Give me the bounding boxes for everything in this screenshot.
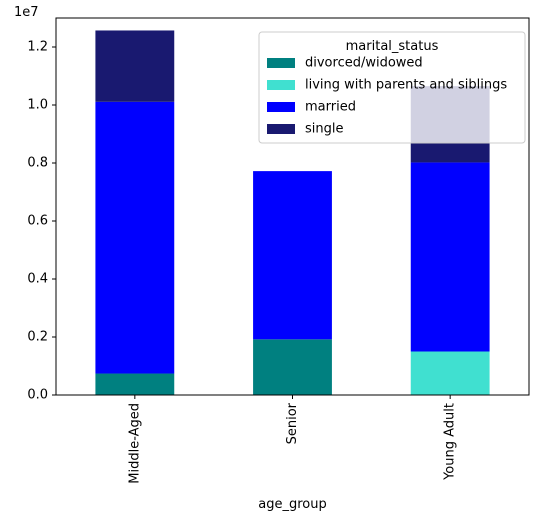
- y-tick-label: 0.4: [27, 272, 48, 287]
- legend-title: marital_status: [346, 39, 439, 54]
- bar-senior-divorced-widowed: [253, 339, 332, 395]
- legend-swatch-single: [267, 124, 295, 134]
- legend-label-single: single: [305, 122, 344, 137]
- bar-senior-married: [253, 171, 332, 340]
- y-tick-label: 0.2: [27, 330, 48, 345]
- x-tick-label: Young Adult: [443, 403, 458, 481]
- legend-label-living-with-parents-and-siblings: living with parents and siblings: [305, 78, 507, 93]
- y-tick-label: 1.2: [27, 40, 48, 55]
- x-axis-label: age_group: [258, 497, 326, 512]
- y-tick-label: 0.8: [27, 156, 48, 171]
- legend-box: [258, 31, 526, 144]
- legend-swatch-living-with-parents-and-siblings: [267, 80, 295, 90]
- x-tick-label: Senior: [285, 402, 300, 444]
- bar-young-adult-living-with-parents-and-siblings: [410, 351, 490, 395]
- y-axis-offset-text: 1e7: [14, 5, 39, 20]
- bar-middle-aged-single: [95, 30, 175, 102]
- y-tick-label: 0.0: [27, 388, 48, 403]
- x-axis-ticks: Middle-Aged Senior Young Adult: [127, 395, 458, 484]
- y-tick-label: 1.0: [27, 98, 48, 113]
- y-axis-ticks: 0.0 0.2 0.4 0.6 0.8 1.0 1.2: [27, 40, 56, 403]
- bar-middle-aged-divorced-widowed: [95, 373, 175, 395]
- legend-swatch-divorced-widowed: [267, 58, 295, 68]
- bar-middle-aged-married: [95, 101, 175, 374]
- bar-young-adult-married: [410, 162, 490, 352]
- legend-items: divorced/widowed living with parents and …: [267, 56, 507, 137]
- y-tick-label: 0.6: [27, 214, 48, 229]
- legend-label-divorced-widowed: divorced/widowed: [305, 56, 423, 71]
- legend: marital_status divorced/widowed living wi…: [258, 31, 526, 144]
- legend-swatch-married: [267, 102, 295, 112]
- legend-label-married: married: [305, 100, 356, 115]
- x-tick-label: Middle-Aged: [127, 403, 142, 484]
